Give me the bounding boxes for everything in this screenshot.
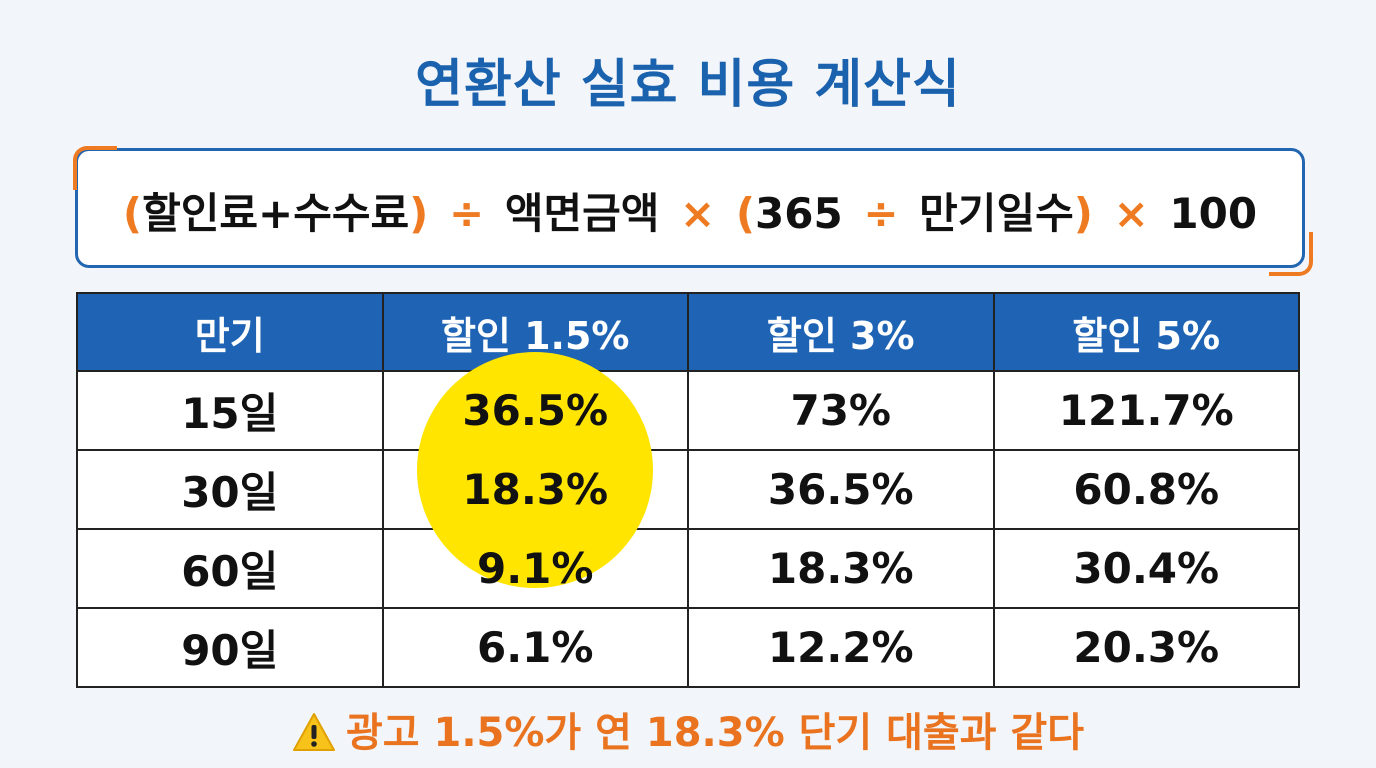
formula-term: 만기일수	[919, 189, 1074, 238]
formula-term: 액면금액	[504, 189, 660, 238]
warning-icon	[292, 713, 335, 751]
table-row: 60일 9.1% 18.3% 30.4%	[76, 528, 1300, 609]
table-row: 15일 36.5% 73% 121.7%	[76, 370, 1300, 451]
rate-value: 60.8%	[1073, 465, 1220, 514]
paren: (	[735, 189, 756, 238]
table-cell: 121.7%	[992, 370, 1300, 451]
paren: (	[122, 189, 143, 238]
table-cell: 30.4%	[992, 528, 1300, 609]
rate-value: 36.5%	[462, 386, 609, 435]
header-cell: 할인 5%	[992, 292, 1300, 372]
table-cell: 73%	[687, 370, 995, 451]
paren: )	[409, 189, 429, 238]
rate-value: 30.4%	[1073, 544, 1220, 593]
table-cell: 6.1%	[381, 607, 689, 688]
rate-value: 18.3%	[767, 544, 914, 593]
operator: ÷	[863, 189, 899, 238]
rate-value: 18.3%	[462, 465, 609, 514]
header-text: 할인 5%	[1072, 313, 1221, 358]
table-cell: 15일	[76, 370, 384, 451]
formula-term: 할인료+수수료	[142, 189, 410, 238]
rate-table: 만기 할인 1.5% 할인 3% 할인 5% 15일 36.5% 73% 121.7% 30일…	[76, 292, 1300, 688]
title: 연환산 실효 비용 계산식	[415, 55, 961, 115]
rate-value: 12.2%	[767, 623, 914, 672]
table-cell: 20.3%	[992, 607, 1300, 688]
term-label: 15일	[181, 389, 279, 438]
table-cell: 60일	[76, 528, 384, 609]
formula: (할인료+수수료) ÷ 액면금액 × (365 ÷ 만기일수) × 100	[75, 180, 1305, 241]
term-label: 60일	[181, 547, 279, 596]
table-cell: 36.5%	[687, 449, 995, 530]
term-label: 90일	[181, 626, 279, 675]
table-cell: 60.8%	[992, 449, 1300, 530]
operator: ×	[680, 189, 716, 238]
table-cell: 18.3%	[687, 528, 995, 609]
rate-value: 36.5%	[767, 465, 914, 514]
header-row: 만기 할인 1.5% 할인 3% 할인 5%	[76, 292, 1300, 372]
header-text: 할인 3%	[766, 313, 915, 358]
warning-text: 광고 1.5%가 연 18.3% 단기 대출과 같다	[345, 710, 1085, 756]
table-row: 30일 18.3% 36.5% 60.8%	[76, 449, 1300, 530]
rate-value: 121.7%	[1058, 386, 1234, 435]
table-row: 90일 6.1% 12.2% 20.3%	[76, 607, 1300, 688]
formula-box	[75, 148, 1305, 268]
operator: ÷	[449, 189, 485, 238]
corner-accent	[1269, 232, 1313, 276]
formula-term: 100	[1169, 189, 1258, 238]
table-body: 15일 36.5% 73% 121.7% 30일 18.3% 36.5% 60.8% 60일 9.…	[76, 370, 1300, 688]
table-cell: 12.2%	[687, 607, 995, 688]
header-cell: 만기	[76, 292, 384, 372]
rate-value: 9.1%	[477, 544, 594, 593]
header-text: 할인 1.5%	[440, 313, 630, 358]
operator: ×	[1113, 189, 1149, 238]
highlight-circle	[417, 352, 653, 588]
corner-accent	[73, 146, 117, 190]
table-cell: 30일	[76, 449, 384, 530]
formula-term: 365	[755, 189, 843, 238]
header-text: 만기	[194, 313, 265, 358]
rate-value: 73%	[790, 386, 892, 435]
warning: 광고 1.5%가 연 18.3% 단기 대출과 같다	[0, 700, 1376, 758]
term-label: 30일	[181, 468, 279, 517]
table-cell: 90일	[76, 607, 384, 688]
header-cell: 할인 3%	[687, 292, 995, 372]
rate-value: 20.3%	[1073, 623, 1220, 672]
rate-value: 6.1%	[477, 623, 594, 672]
paren: )	[1073, 189, 1093, 238]
